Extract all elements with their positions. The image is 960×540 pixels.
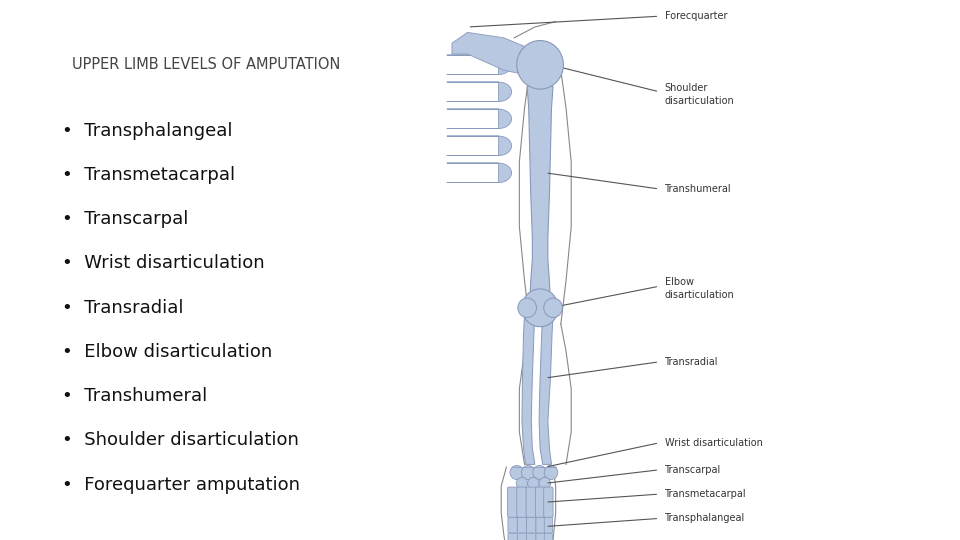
FancyBboxPatch shape xyxy=(517,534,527,540)
Text: •  Transhumeral: • Transhumeral xyxy=(62,387,207,405)
Circle shape xyxy=(521,465,535,480)
FancyBboxPatch shape xyxy=(543,487,553,517)
Text: Transradial: Transradial xyxy=(664,357,718,367)
Text: •  Elbow disarticulation: • Elbow disarticulation xyxy=(62,343,273,361)
FancyBboxPatch shape xyxy=(544,534,553,540)
Polygon shape xyxy=(452,32,540,76)
FancyBboxPatch shape xyxy=(536,517,545,533)
Text: •  Transradial: • Transradial xyxy=(62,299,184,316)
Text: Transhumeral: Transhumeral xyxy=(664,184,732,194)
Polygon shape xyxy=(522,313,535,464)
Circle shape xyxy=(543,298,563,318)
Text: •  Forequarter amputation: • Forequarter amputation xyxy=(62,476,300,494)
Text: •  Transcarpal: • Transcarpal xyxy=(62,210,189,228)
Text: Forecquarter: Forecquarter xyxy=(664,11,727,21)
FancyBboxPatch shape xyxy=(527,534,536,540)
Circle shape xyxy=(510,465,523,480)
Polygon shape xyxy=(527,86,553,302)
Text: •  Shoulder disarticulation: • Shoulder disarticulation xyxy=(62,431,300,449)
Polygon shape xyxy=(540,313,553,464)
Text: UPPER LIMB LEVELS OF AMPUTATION: UPPER LIMB LEVELS OF AMPUTATION xyxy=(72,57,341,72)
Polygon shape xyxy=(446,82,512,102)
Polygon shape xyxy=(446,163,512,183)
Circle shape xyxy=(516,40,564,89)
Text: Shoulder
disarticulation: Shoulder disarticulation xyxy=(664,83,734,106)
FancyBboxPatch shape xyxy=(508,517,517,533)
Text: •  Transphalangeal: • Transphalangeal xyxy=(62,122,233,139)
Circle shape xyxy=(516,477,528,489)
Circle shape xyxy=(528,477,540,489)
Polygon shape xyxy=(446,136,512,156)
Text: Wrist disarticulation: Wrist disarticulation xyxy=(664,438,762,448)
Polygon shape xyxy=(446,109,512,129)
Text: Transcarpal: Transcarpal xyxy=(664,465,721,475)
Text: •  Wrist disarticulation: • Wrist disarticulation xyxy=(62,254,265,272)
FancyBboxPatch shape xyxy=(544,517,553,533)
FancyBboxPatch shape xyxy=(536,534,545,540)
Circle shape xyxy=(533,465,546,480)
FancyBboxPatch shape xyxy=(517,517,527,533)
Text: Elbow
disarticulation: Elbow disarticulation xyxy=(664,278,734,300)
Circle shape xyxy=(544,465,558,480)
Circle shape xyxy=(517,298,537,318)
FancyBboxPatch shape xyxy=(536,487,546,517)
FancyBboxPatch shape xyxy=(516,487,527,517)
Text: •  Transmetacarpal: • Transmetacarpal xyxy=(62,166,235,184)
Polygon shape xyxy=(446,55,512,75)
Circle shape xyxy=(522,289,559,327)
Circle shape xyxy=(540,477,550,489)
FancyBboxPatch shape xyxy=(526,487,537,517)
FancyBboxPatch shape xyxy=(508,487,517,517)
Text: Transphalangeal: Transphalangeal xyxy=(664,514,745,523)
FancyBboxPatch shape xyxy=(527,517,536,533)
Text: Transmetacarpal: Transmetacarpal xyxy=(664,489,746,499)
FancyBboxPatch shape xyxy=(508,534,517,540)
